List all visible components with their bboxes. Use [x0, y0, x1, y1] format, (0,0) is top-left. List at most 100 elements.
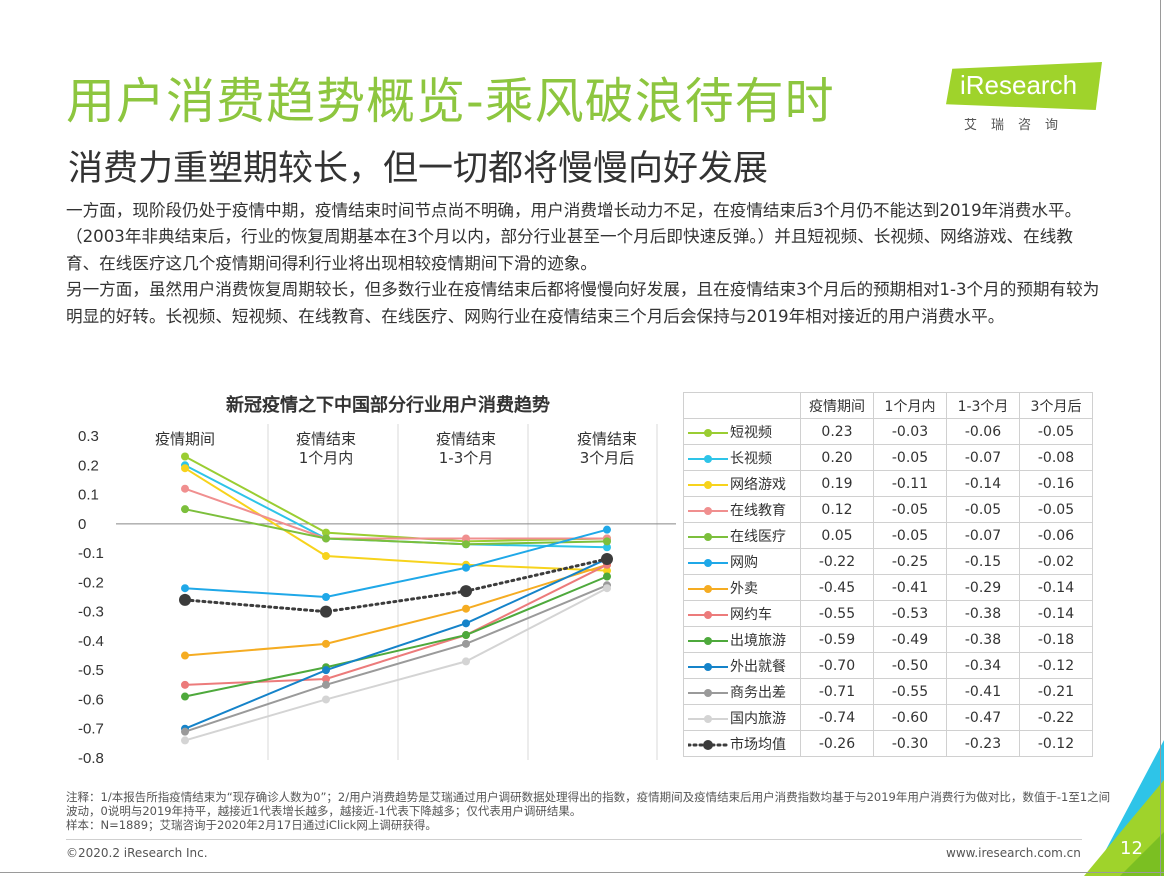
y-tick-label: -0.4 — [78, 633, 104, 650]
legend-key — [688, 610, 728, 619]
table-cell: -0.05 — [946, 496, 1020, 523]
table-cell: -0.05 — [1019, 418, 1093, 445]
body-paragraph-2: 另一方面，虽然用户消费恢复周期较长，但多数行业在疫情结束后都将慢慢向好发展，且在… — [66, 280, 1100, 326]
y-tick-label: 0 — [78, 516, 86, 533]
legend-cell: 商务出差 — [683, 678, 801, 705]
data-point — [181, 484, 189, 493]
table-cell: -0.16 — [1019, 470, 1093, 497]
table-body: 短视频 0.23 -0.03 -0.06 -0.05 长视频 0.20 -0.05 -0.07-… — [683, 418, 1093, 757]
series-line — [183, 557, 609, 614]
legend-cell: 在线教育 — [683, 496, 801, 523]
legend-label: 在线医疗 — [730, 528, 786, 545]
legend-cell: 网络游戏 — [683, 470, 801, 497]
series-line — [184, 575, 608, 698]
footer-divider — [66, 839, 1082, 840]
legend-label: 商务出差 — [730, 684, 786, 701]
legend-key — [688, 584, 728, 593]
data-point — [603, 537, 611, 546]
legend-marker — [704, 480, 712, 489]
table-cell: -0.12 — [1019, 652, 1093, 679]
legend-key — [688, 636, 728, 645]
table-cell: -0.74 — [800, 704, 874, 731]
series-line — [184, 558, 608, 730]
legend-label: 市场均值 — [730, 736, 786, 753]
table-cell: -0.45 — [800, 574, 874, 601]
legend-marker — [704, 428, 712, 437]
data-point — [603, 584, 611, 593]
legend-label: 网购 — [730, 554, 758, 571]
legend-label: 网络游戏 — [730, 476, 786, 493]
table-cell: 0.12 — [800, 496, 874, 523]
table-cell: 0.19 — [800, 470, 874, 497]
legend-cell: 短视频 — [683, 418, 801, 445]
data-point — [462, 540, 470, 549]
legend-marker — [704, 454, 712, 463]
legend-cell: 网购 — [683, 548, 801, 575]
legend-key — [688, 688, 728, 697]
data-point — [320, 605, 332, 618]
table-cell: -0.53 — [873, 600, 947, 627]
logo-brand-text: iResearch — [960, 70, 1078, 100]
legend-label: 外卖 — [730, 580, 758, 597]
data-point — [322, 666, 330, 675]
table-cell: -0.05 — [873, 522, 947, 549]
data-point — [603, 566, 611, 575]
x-category-label: 疫情结束 — [577, 430, 637, 448]
y-tick-label: 0.1 — [78, 487, 99, 504]
logo-sub-text: 艾瑞咨询 — [964, 118, 1073, 133]
note-text: 注释：1/本报告所指疫情结束为“现存确诊人数为0”；2/用户消费趋势是艾瑞通过用… — [66, 790, 1111, 818]
data-point — [181, 464, 189, 473]
table-cell: -0.18 — [1019, 626, 1093, 653]
data-point — [322, 680, 330, 689]
y-tick-label: -0.5 — [78, 662, 104, 679]
table-cell: -0.22 — [800, 548, 874, 575]
legend-marker — [704, 558, 712, 567]
corner-decoration — [1084, 740, 1164, 876]
table-cell: -0.02 — [1019, 548, 1093, 575]
table-row: 网约车 -0.55 -0.53 -0.38 -0.14 — [683, 600, 1093, 627]
table-cell: -0.30 — [873, 730, 947, 757]
page-border-right — [1160, 0, 1161, 876]
y-tick-label: 0.2 — [78, 457, 99, 474]
x-category-label: 3个月后 — [580, 449, 635, 467]
website-link[interactable]: www.iresearch.com.cn — [946, 846, 1081, 860]
table-cell: -0.34 — [946, 652, 1020, 679]
series-line — [184, 467, 608, 572]
legend-marker — [704, 714, 712, 723]
data-point — [601, 552, 613, 565]
legend-label: 国内旅游 — [730, 710, 786, 727]
sample-text: 样本：N=1889；艾瑞咨询于2020年2月17日通过iClick网上调研获得。 — [66, 818, 437, 832]
data-point — [462, 604, 470, 613]
chart-title: 新冠疫情之下中国部分行业用户消费趋势 — [226, 395, 550, 416]
table-cell: -0.55 — [873, 678, 947, 705]
data-point — [322, 593, 330, 601]
legend-cell: 外卖 — [683, 574, 801, 601]
legend-marker — [704, 688, 712, 697]
y-tick-label: -0.1 — [78, 545, 104, 562]
legend-marker — [704, 506, 712, 515]
data-point — [603, 525, 611, 534]
series-line — [184, 528, 608, 599]
x-category-label: 1个月内 — [299, 449, 354, 467]
table-cell: -0.70 — [800, 652, 874, 679]
legend-marker — [704, 532, 712, 541]
table-corner-cell — [683, 392, 801, 419]
legend-label: 出境旅游 — [730, 632, 786, 649]
table-cell: -0.50 — [873, 652, 947, 679]
data-point — [462, 534, 470, 543]
table-cell: -0.22 — [1019, 704, 1093, 731]
table-cell: -0.21 — [1019, 678, 1093, 705]
legend-key — [688, 558, 728, 567]
x-category-label: 疫情期间 — [155, 430, 215, 448]
data-point — [181, 505, 189, 514]
legend-key — [688, 662, 728, 671]
legend-cell: 在线医疗 — [683, 522, 801, 549]
table-cell: -0.25 — [873, 548, 947, 575]
table-row: 短视频 0.23 -0.03 -0.06 -0.05 — [683, 418, 1093, 445]
table-cell: -0.26 — [800, 730, 874, 757]
table-header: 1个月内 — [873, 392, 947, 419]
data-point — [460, 585, 472, 598]
table-row: 外卖 -0.45 -0.41 -0.29 -0.14 — [683, 574, 1093, 601]
data-table: 疫情期间 1个月内 1-3个月 3个月后 短视频 0.23 -0.03 -0.06 -0… — [683, 392, 1093, 757]
y-tick-label: -0.2 — [78, 574, 104, 591]
